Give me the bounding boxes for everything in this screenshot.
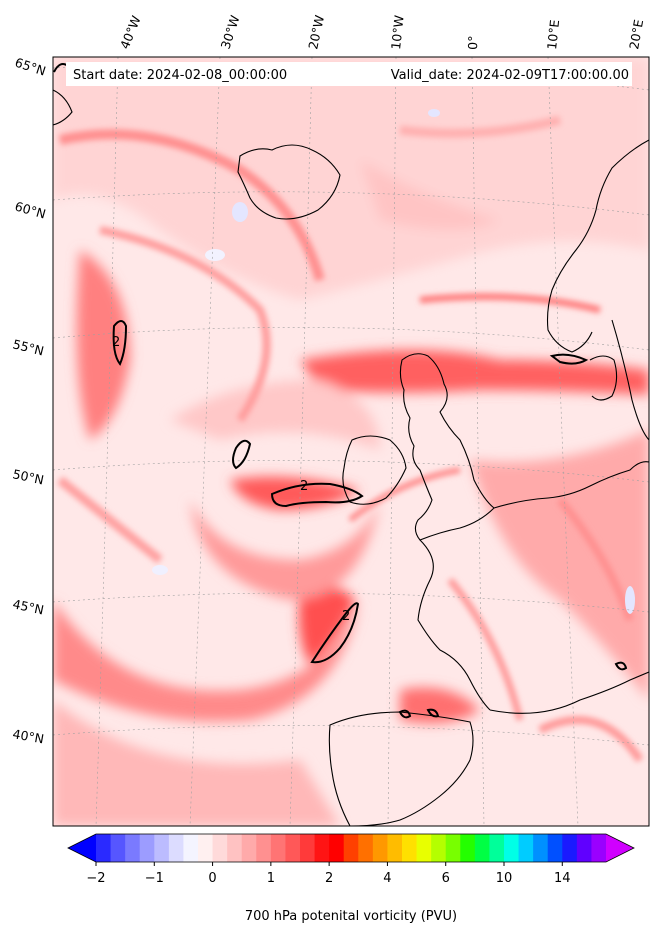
iceland-coast	[237, 144, 341, 220]
colorbar-swatch	[358, 834, 374, 862]
colorbar-tick-label: −2	[86, 871, 105, 886]
lat-label: 50°N	[11, 466, 45, 487]
colorbar-swatch	[387, 834, 403, 862]
colorbar-swatch	[270, 834, 286, 862]
colorbar-swatch	[168, 834, 184, 862]
colorbar-swatch	[533, 834, 549, 862]
colorbar-swatch	[96, 834, 112, 862]
colorbar-swatch	[125, 834, 141, 862]
colorbar: −2 −1 0 1 2 4 6 10 14	[67, 833, 635, 886]
denmark-coast	[589, 355, 618, 401]
map-panel: 2 2 2 Start date: 2024-02-08_00:00:00 Va…	[53, 57, 649, 826]
lat-label: 45°N	[11, 596, 45, 617]
lon-label: 20°E	[626, 18, 646, 50]
colorbar-tick-label: 10	[496, 871, 513, 886]
norway-coast	[546, 139, 649, 353]
colorbar-swatch	[576, 834, 592, 862]
colorbar-extend-low	[68, 834, 96, 862]
colorbar-swatch	[198, 834, 214, 862]
scotland-coast	[399, 353, 495, 541]
colorbar-tick-label: 2	[325, 871, 333, 886]
colorbar-tick-label: 0	[208, 871, 216, 886]
map-frame	[52, 56, 650, 827]
colorbar-swatch	[285, 834, 301, 862]
colorbar-tick-label: 4	[383, 871, 391, 886]
pv-field	[53, 57, 649, 826]
colorbar-swatch	[227, 834, 243, 862]
greenland-coast	[53, 89, 73, 126]
latitude-labels: 65°N 60°N 55°N 50°N 45°N 40°N	[11, 55, 47, 747]
longitude-labels: 40°W 30°W 20°W 10°W 0° 10°E 20°E	[117, 13, 646, 51]
colorbar-tick-label: 1	[267, 871, 275, 886]
colorbar-tick-label: −1	[145, 871, 164, 886]
colorbar-swatch	[212, 834, 228, 862]
colorbar-swatch	[154, 834, 170, 862]
coastlines	[53, 89, 649, 826]
colorbar-swatch	[139, 834, 155, 862]
contour-label: 2	[342, 609, 350, 624]
contour-label: 2	[112, 335, 120, 350]
pv-minima	[152, 109, 635, 614]
colorbar-swatch	[591, 834, 607, 862]
lat-label: 65°N	[13, 55, 48, 79]
ireland-coast	[342, 435, 407, 505]
europe-coast	[493, 461, 649, 509]
colorbar-tick-label: 6	[442, 871, 450, 886]
lat-label: 55°N	[11, 336, 45, 358]
iberia-coast	[328, 711, 474, 826]
colorbar-swatch	[110, 834, 126, 862]
france-coast	[417, 539, 491, 711]
colorbar-swatch	[445, 834, 461, 862]
colorbar-swatch	[416, 834, 432, 862]
contour-label: 2	[300, 479, 308, 494]
scandinavia-interior	[611, 319, 649, 441]
colorbar-swatch	[518, 834, 534, 862]
lat-label: 60°N	[13, 198, 47, 221]
valid-date-text: Valid_date: 2024-02-09T17:00:00.00	[391, 68, 629, 83]
lat-label: 40°N	[11, 726, 45, 746]
mediterranean-coast	[489, 671, 649, 714]
colorbar-swatch	[372, 834, 388, 862]
lon-label: 20°W	[305, 14, 327, 51]
pv-filaments	[57, 115, 644, 763]
colorbar-swatch	[474, 834, 490, 862]
start-date-text: Start date: 2024-02-08_00:00:00	[73, 68, 287, 83]
colorbar-swatch	[431, 834, 447, 862]
colorbar-swatch	[489, 834, 505, 862]
colorbar-swatch	[562, 834, 578, 862]
colorbar-swatch	[343, 834, 359, 862]
colorbar-swatch	[183, 834, 199, 862]
colorbar-swatch	[547, 834, 563, 862]
lon-label: 10°W	[388, 14, 407, 50]
colorbar-tick-label: 14	[554, 871, 571, 886]
colorbar-swatch	[329, 834, 345, 862]
colorbar-extend-high	[606, 834, 634, 862]
colorbar-swatch	[314, 834, 330, 862]
lon-label: 40°W	[117, 14, 144, 52]
colorbar-swatch	[300, 834, 316, 862]
colorbar-swatch	[256, 834, 272, 862]
lon-label: 10°E	[544, 19, 562, 51]
graticule	[53, 57, 649, 826]
header-box	[66, 62, 632, 86]
colorbar-swatch	[402, 834, 418, 862]
colorbar-label: 700 hPa potenital vorticity (PVU)	[245, 909, 457, 924]
lon-label: 30°W	[218, 13, 243, 50]
colorbar-swatch	[241, 834, 257, 862]
lon-label: 0°	[465, 35, 480, 50]
colorbar-swatch	[504, 834, 520, 862]
pv-2-contours	[53, 63, 628, 719]
colorbar-swatch	[460, 834, 476, 862]
